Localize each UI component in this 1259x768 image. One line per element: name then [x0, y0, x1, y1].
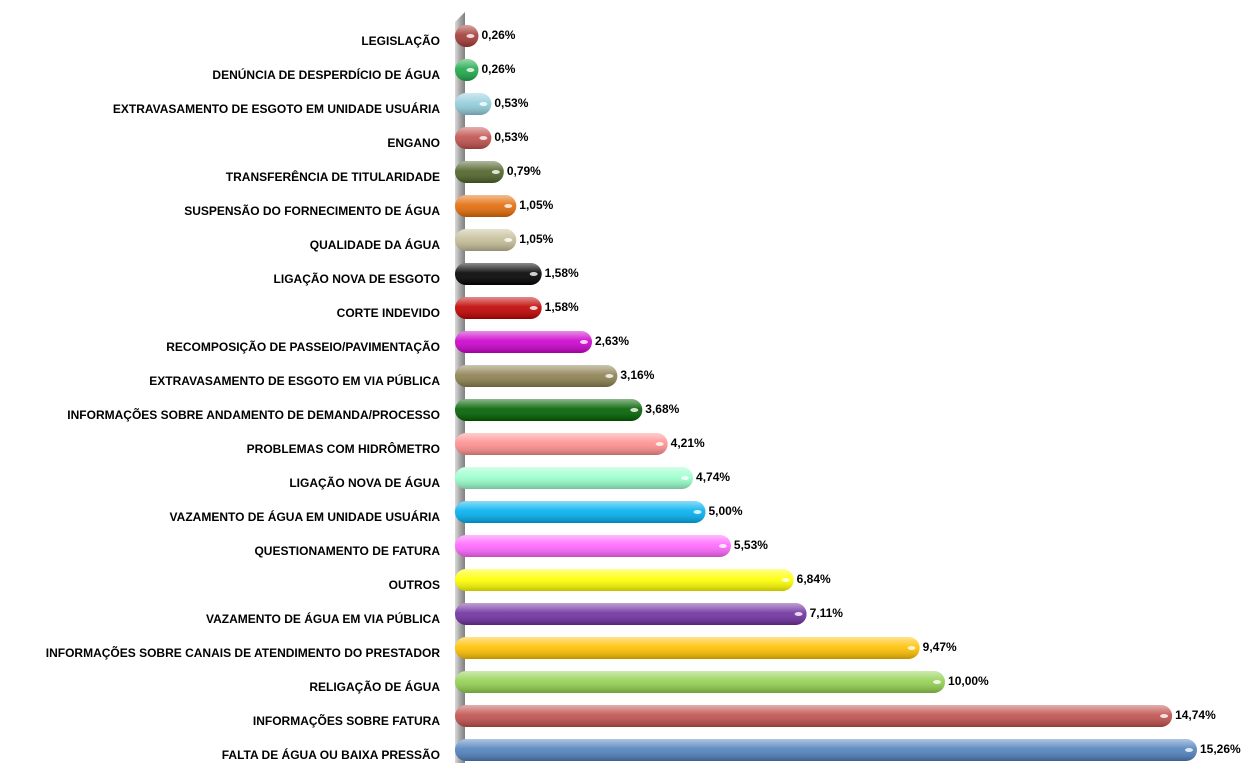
- category-label: INFORMAÇÕES SOBRE FATURA: [253, 713, 440, 728]
- value-label: 6,84%: [797, 572, 831, 586]
- category-label: RECOMPOSIÇÃO DE PASSEIO/PAVIMENTAÇÃO: [166, 339, 440, 354]
- bar-highlight: [933, 680, 942, 684]
- bar-shine: [455, 739, 1197, 761]
- bar-shine: [455, 705, 1173, 727]
- bar-highlight: [504, 238, 513, 242]
- bar-shine: [455, 331, 592, 353]
- bar-highlight: [491, 170, 500, 174]
- category-label: TRANSFERÊNCIA DE TITULARIDADE: [226, 169, 440, 184]
- bar-shine: [455, 637, 920, 659]
- category-label: DENÚNCIA DE DESPERDÍCIO DE ÁGUA: [212, 67, 440, 82]
- category-label: LIGAÇÃO NOVA DE ÁGUA: [289, 475, 440, 490]
- category-label: VAZAMENTO DE ÁGUA EM UNIDADE USUÁRIA: [170, 509, 441, 524]
- bar-highlight: [1160, 714, 1169, 718]
- value-label: 14,74%: [1175, 708, 1216, 722]
- value-label: 1,58%: [545, 266, 579, 280]
- category-label: RELIGAÇÃO DE ÁGUA: [309, 679, 440, 694]
- value-label: 3,16%: [620, 368, 654, 382]
- category-label: QUESTIONAMENTO DE FATURA: [254, 544, 440, 558]
- value-label: 0,79%: [507, 164, 541, 178]
- bar-highlight: [655, 442, 664, 446]
- category-label: LEGISLAÇÃO: [361, 33, 440, 48]
- category-label: QUALIDADE DA ÁGUA: [310, 237, 441, 252]
- value-label: 7,11%: [810, 606, 844, 620]
- bar-highlight: [479, 136, 488, 140]
- bar-shine: [455, 263, 542, 285]
- value-label: 0,26%: [481, 28, 515, 42]
- value-label: 5,00%: [709, 504, 743, 518]
- bar-highlight: [529, 272, 538, 276]
- bar-shine: [455, 297, 542, 319]
- category-label: LIGAÇÃO NOVA DE ESGOTO: [274, 271, 440, 286]
- value-label: 5,53%: [734, 538, 768, 552]
- bar-highlight: [529, 306, 538, 310]
- bar-shine: [455, 229, 517, 251]
- bar-shine: [455, 467, 694, 489]
- value-label: 0,53%: [494, 130, 528, 144]
- value-label: 4,74%: [696, 470, 730, 484]
- bar-highlight: [605, 374, 614, 378]
- category-label: INFORMAÇÕES SOBRE CANAIS DE ATENDIMENTO …: [46, 645, 441, 660]
- bar-shine: [455, 127, 492, 149]
- bar-shine: [455, 535, 731, 557]
- bar-shine: [455, 603, 807, 625]
- category-label: INFORMAÇÕES SOBRE ANDAMENTO DE DEMANDA/P…: [67, 407, 440, 422]
- bar-shine: [455, 433, 668, 455]
- value-label: 3,68%: [645, 402, 679, 416]
- bar-highlight: [681, 476, 690, 480]
- bar-highlight: [466, 34, 475, 38]
- bar-highlight: [794, 612, 803, 616]
- category-label: EXTRAVASAMENTO DE ESGOTO EM UNIDADE USUÁ…: [113, 101, 440, 116]
- bar-highlight: [630, 408, 639, 412]
- category-label: SUSPENSÃO DO FORNECIMENTO DE ÁGUA: [184, 203, 440, 218]
- bar-highlight: [781, 578, 790, 582]
- bar-shine: [455, 161, 504, 183]
- bar-highlight: [907, 646, 916, 650]
- value-label: 10,00%: [948, 674, 989, 688]
- bar-highlight: [466, 68, 475, 72]
- bar-highlight: [693, 510, 702, 514]
- bar-highlight: [479, 102, 488, 106]
- bar-highlight: [718, 544, 727, 548]
- value-label: 1,58%: [545, 300, 579, 314]
- category-label: FALTA DE ÁGUA OU BAIXA PRESSÃO: [222, 747, 440, 762]
- category-label: EXTRAVASAMENTO DE ESGOTO EM VIA PÚBLICA: [149, 373, 440, 388]
- value-label: 15,26%: [1200, 742, 1241, 756]
- value-label: 4,21%: [671, 436, 705, 450]
- bar-shine: [455, 93, 492, 115]
- bar-highlight: [504, 204, 513, 208]
- bar-highlight: [1185, 748, 1193, 752]
- value-label: 0,53%: [494, 96, 528, 110]
- value-label: 0,26%: [481, 62, 515, 76]
- bar-highlight: [579, 340, 588, 344]
- bar-shine: [455, 501, 706, 523]
- bar-shine: [455, 671, 946, 693]
- bar-shine: [455, 569, 794, 591]
- bar-shine: [455, 195, 517, 217]
- category-label: OUTROS: [389, 578, 440, 592]
- bar-shine: [455, 399, 643, 421]
- category-label: CORTE INDEVIDO: [337, 306, 440, 320]
- category-label: PROBLEMAS COM HIDRÔMETRO: [247, 441, 440, 456]
- value-label: 1,05%: [519, 232, 553, 246]
- value-label: 9,47%: [923, 640, 957, 654]
- category-label: VAZAMENTO DE ÁGUA EM VIA PÚBLICA: [206, 611, 440, 626]
- value-label: 1,05%: [519, 198, 553, 212]
- bar-shine: [455, 365, 618, 387]
- value-label: 2,63%: [595, 334, 629, 348]
- category-label: ENGANO: [387, 136, 440, 150]
